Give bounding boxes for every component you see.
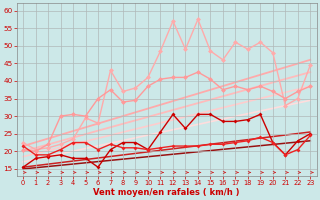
X-axis label: Vent moyen/en rafales ( km/h ): Vent moyen/en rafales ( km/h ) xyxy=(93,188,240,197)
